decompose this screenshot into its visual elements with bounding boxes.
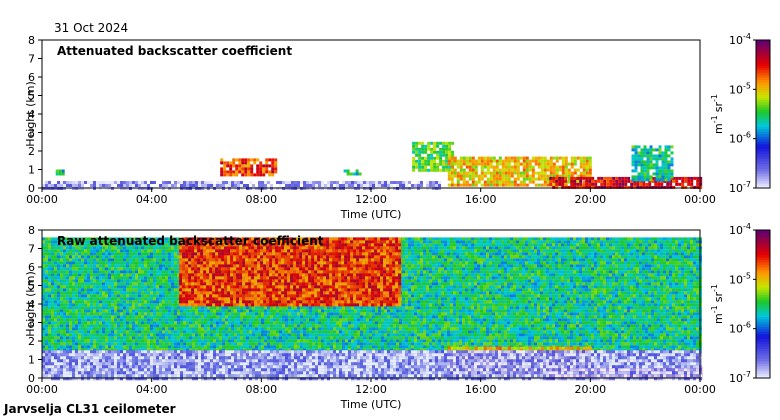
colorbar-tick-label: 10-4 (729, 32, 751, 47)
panel-2: 0 1 2 3 4 5 6 7 8 00:00 04:00 08:00 12:00 16:00 20:00 0… (24, 222, 771, 411)
x-tick-label: 00:00 (26, 193, 58, 206)
x-tick-label: 12:00 (355, 383, 387, 396)
colorbar: 10-7 10-6 10-5 10-4 m-1sr-1 (710, 222, 771, 385)
colorbar: 10-7 10-6 10-5 10-4 m-1sr-1 (710, 32, 771, 195)
x-axis-label: Time (UTC) (340, 208, 402, 221)
colorbar-unit-label: m-1sr-1 (710, 284, 725, 324)
backscatter-region (447, 156, 592, 187)
y-tick-label: 7 (28, 243, 35, 256)
panel-title: Attenuated backscatter coefficient (57, 44, 292, 58)
backscatter-region (55, 169, 65, 176)
x-tick-label: 12:00 (355, 193, 387, 206)
x-tick-label: 00:00 (684, 193, 716, 206)
backscatter-region (220, 158, 278, 177)
colorbar-tick-label: 10-6 (729, 321, 751, 336)
y-tick-label: 5 (28, 280, 35, 293)
colorbar-tick-label: 10-5 (729, 271, 751, 286)
y-tick-label: 5 (28, 90, 35, 103)
y-tick-label: 0 (28, 372, 35, 385)
y-tick-label: 8 (28, 34, 35, 47)
instrument-label: Jarvselja CL31 ceilometer (4, 402, 176, 416)
y-tick-label: 1 (28, 354, 35, 367)
backscatter-region (631, 145, 674, 182)
backscatter-region (42, 181, 441, 190)
backscatter-region (412, 141, 455, 172)
y-tick-label: 2 (28, 335, 35, 348)
y-tick-label: 3 (28, 127, 35, 140)
y-tick-label: 4 (28, 108, 35, 121)
colorbar-tick-label: 10-7 (729, 370, 751, 385)
y-tick-label: 8 (28, 224, 35, 237)
y-tick-label: 6 (28, 261, 35, 274)
x-axis-label: Time (UTC) (340, 398, 402, 411)
x-tick-label: 20:00 (574, 193, 606, 206)
panel-title: Raw attenuated backscatter coefficient (57, 234, 324, 248)
panel-1: 0 1 2 3 4 5 6 7 8 00:00 04:00 08:00 12:00 16:00 20:00 0… (24, 32, 771, 221)
y-tick-label: 2 (28, 145, 35, 158)
plot-area (42, 40, 700, 188)
y-tick-label: 4 (28, 298, 35, 311)
backscatter-region (42, 350, 702, 381)
backscatter-region (179, 237, 402, 307)
y-tick-label: 6 (28, 71, 35, 84)
y-tick-label: 1 (28, 164, 35, 177)
x-tick-label: 08:00 (245, 383, 277, 396)
x-tick-label: 00:00 (684, 383, 716, 396)
colorbar-tick-label: 10-4 (729, 222, 751, 237)
x-tick-label: 04:00 (136, 383, 168, 396)
y-axis-label: Height (km) (24, 271, 37, 337)
x-tick-label: 16:00 (465, 193, 497, 206)
x-tick-label: 16:00 (465, 383, 497, 396)
date-label: 31 Oct 2024 (54, 21, 129, 35)
y-tick-label: 7 (28, 53, 35, 66)
colorbar-unit-label: m-1sr-1 (710, 94, 725, 134)
x-tick-label: 00:00 (26, 383, 58, 396)
colorbar-tick-label: 10-5 (729, 81, 751, 96)
x-tick-label: 08:00 (245, 193, 277, 206)
x-tick-label: 20:00 (574, 383, 606, 396)
colorbar-tick-label: 10-7 (729, 180, 751, 195)
y-tick-label: 3 (28, 317, 35, 330)
y-axis-label: Height (km) (24, 81, 37, 147)
x-tick-label: 04:00 (136, 193, 168, 206)
colorbar-tick-label: 10-6 (729, 131, 751, 146)
backscatter-region (343, 169, 362, 176)
y-tick-label: 0 (28, 182, 35, 195)
